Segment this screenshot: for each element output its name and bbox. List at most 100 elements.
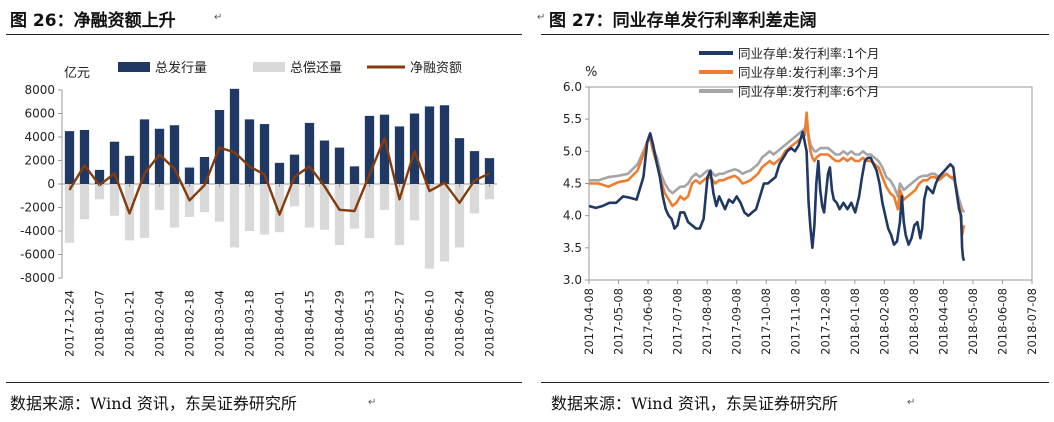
- repay-bar: [469, 184, 480, 214]
- left-y-tick-label: -4000: [20, 224, 55, 238]
- issue-bar: [334, 147, 345, 184]
- repay-bar: [349, 184, 360, 229]
- issue-bar: [349, 166, 360, 184]
- left-source-return-mark: ↵: [368, 397, 377, 408]
- left-y-tick-label: -6000: [20, 248, 55, 262]
- issue-bar: [139, 119, 150, 184]
- left-y-tick-label: 6000: [24, 107, 55, 121]
- right-figure-title: 图 27：同业存单发行利率利差走阔: [549, 11, 817, 31]
- issue-bar: [109, 141, 120, 184]
- left-x-tick-label: 2018-06-10: [423, 290, 437, 357]
- left-y-tick-label: 4000: [24, 130, 55, 144]
- right-y-tick-label: 4.5: [563, 177, 582, 191]
- left-x-tick-label: 2018-01-07: [93, 290, 107, 357]
- right-top-rule: [541, 34, 1049, 35]
- left-chart: -8000 -6000 -4000 -2000 0 2000 4000 6000 8000 亿元 2…: [20, 60, 497, 357]
- right-x-tick-label: 2017-09-08: [730, 288, 744, 355]
- right-y-tick-label: 4.0: [563, 209, 582, 223]
- issue-bar: [469, 151, 480, 184]
- left-figure-title: 图 26：净融资额上升: [10, 11, 176, 31]
- repay-bar: [109, 184, 120, 216]
- right-x-tick-label: 2017-05-08: [612, 288, 626, 355]
- right-x-tick-label: 2017-08-08: [700, 288, 714, 355]
- issue-bar: [439, 105, 450, 184]
- left-x-tick-label: 2018-04-15: [303, 290, 317, 357]
- right-x-tick-label: 2017-07-08: [671, 288, 685, 355]
- right-figure-panel: ↵ 图 27：同业存单发行利率利差走阔 3.0 3.5 4.0 4.5 5.0 5.5 6.…: [537, 0, 1054, 422]
- issue-bar: [259, 124, 270, 184]
- left-x-tick-label: 2018-06-24: [453, 290, 467, 357]
- repay-bar: [439, 184, 450, 262]
- left-x-tick-label: 2017-12-24: [63, 290, 77, 357]
- left-x-tick-label: 2018-04-29: [333, 290, 347, 357]
- left-x-tick-label: 2018-02-04: [153, 290, 167, 357]
- repay-bar: [94, 184, 105, 200]
- repay-bar: [394, 184, 405, 246]
- left-title-return-mark: ↵: [214, 12, 223, 23]
- legend-series-label: 同业存单:发行利率:6个月: [738, 84, 879, 99]
- repay-bar: [379, 184, 390, 210]
- repay-bar: [79, 184, 90, 220]
- left-figure-panel: 图 26：净融资额上升 ↵ -8000 -6000 -4000 -2000 0 2000 4…: [6, 11, 522, 413]
- repay-bar: [364, 184, 375, 239]
- legend-series-label: 同业存单:发行利率:1个月: [738, 46, 879, 61]
- left-source-note: 数据来源：Wind 资讯，东吴证券研究所: [10, 394, 297, 413]
- right-y-tick-label: 6.0: [563, 80, 582, 94]
- repay-bar: [154, 184, 165, 210]
- left-y-tick-label: 0: [47, 177, 55, 191]
- right-x-tick-label: 2018-03-08: [907, 288, 921, 355]
- left-x-tick-label: 2018-07-08: [483, 290, 497, 357]
- issue-bar: [94, 169, 105, 184]
- right-y-tick-label: 5.0: [563, 144, 582, 158]
- right-x-tick-label: 2018-04-08: [936, 288, 950, 355]
- issue-bar: [319, 140, 330, 184]
- right-y-tick-label: 3.5: [563, 241, 582, 255]
- left-x-tick-label: 2018-05-27: [393, 290, 407, 357]
- repay-bar: [334, 184, 345, 246]
- issue-bar: [229, 88, 240, 184]
- repay-bar: [409, 184, 420, 221]
- repay-bar: [304, 184, 315, 228]
- left-x-tick-label: 2018-03-04: [213, 290, 227, 357]
- left-x-tick-label: 2018-05-13: [363, 290, 377, 357]
- repay-bar: [244, 184, 255, 231]
- right-y-tick-label: 3.0: [563, 273, 582, 287]
- issue-bar: [484, 158, 495, 184]
- right-x-tick-label: 2017-11-08: [789, 288, 803, 355]
- issue-bar: [364, 115, 375, 184]
- repay-bar: [274, 184, 285, 233]
- repay-bar: [259, 184, 270, 235]
- issue-bar: [454, 138, 465, 184]
- legend-issue-swatch: [118, 62, 150, 72]
- left-bottom-rule: [6, 382, 522, 383]
- left-x-tick-label: 2018-01-21: [123, 290, 137, 357]
- net-financing-line: [68, 137, 491, 216]
- right-x-tick-label: 2018-06-08: [995, 288, 1009, 355]
- left-y-axis-unit: 亿元: [64, 66, 90, 81]
- issue-bar: [379, 114, 390, 184]
- right-x-tick-label: 2018-05-08: [966, 288, 980, 355]
- issue-bar: [184, 167, 195, 184]
- issue-bar: [424, 106, 435, 184]
- left-y-tick-label: 8000: [24, 83, 55, 97]
- repay-bar: [454, 184, 465, 248]
- issue-bar: [124, 155, 135, 184]
- right-x-tick-label: 2017-10-08: [759, 288, 773, 355]
- left-y-tick-label: -8000: [20, 271, 55, 285]
- repay-bar: [64, 184, 75, 243]
- right-y-tick-label: 5.5: [563, 112, 582, 126]
- left-x-tick-label: 2018-03-18: [243, 290, 257, 357]
- left-x-tick-label: 2018-04-01: [273, 290, 287, 357]
- right-title-leading-return-mark: ↵: [537, 12, 546, 23]
- repay-bar: [139, 184, 150, 239]
- right-x-tick-label: 2017-06-08: [641, 288, 655, 355]
- repay-bar: [214, 184, 225, 222]
- issue-bar: [64, 131, 75, 184]
- right-chart: 3.0 3.5 4.0 4.5 5.0 5.5 6.0% 2017-04-08 2017-05-…: [563, 46, 1039, 355]
- issue-bar: [79, 129, 90, 184]
- issue-bar: [274, 162, 285, 184]
- right-plot-frame: [588, 86, 1033, 281]
- legend-series-label: 同业存单:发行利率:3个月: [738, 65, 879, 80]
- repay-bar: [229, 184, 240, 248]
- right-bottom-rule: [541, 382, 1049, 383]
